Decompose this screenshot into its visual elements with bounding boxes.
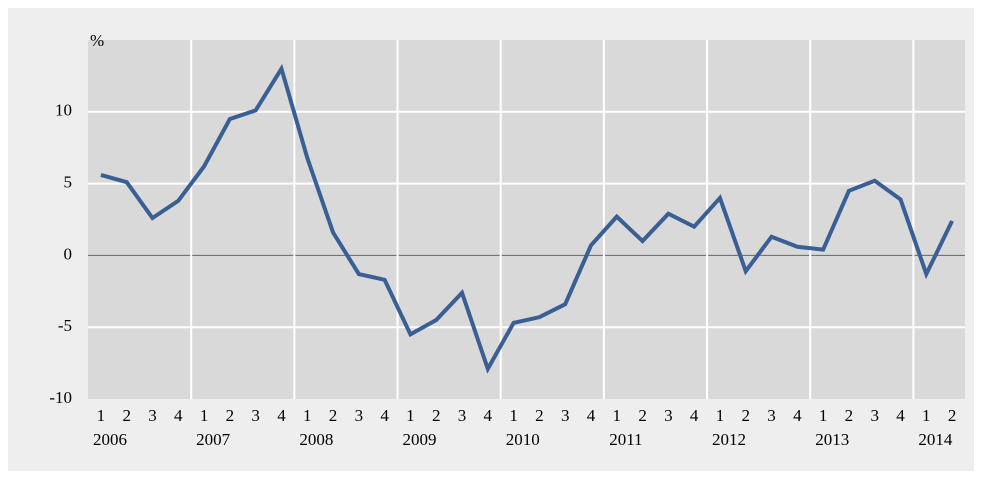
x-tick-label: 4 <box>896 406 905 425</box>
x-tick-label: 2 <box>742 406 751 425</box>
x-tick-label: 3 <box>767 406 776 425</box>
x-year-label: 2012 <box>712 430 746 449</box>
x-tick-label: 1 <box>509 406 518 425</box>
x-tick-label: 3 <box>251 406 260 425</box>
x-tick-label: 4 <box>587 406 596 425</box>
x-tick-label: 4 <box>380 406 389 425</box>
y-axis-label: % <box>90 31 104 50</box>
x-tick-label: 4 <box>277 406 286 425</box>
x-tick-label: 1 <box>613 406 622 425</box>
x-tick-label: 4 <box>793 406 802 425</box>
data-line <box>100 63 954 374</box>
x-tick-label: 3 <box>870 406 879 425</box>
x-year-label: 2009 <box>403 430 437 449</box>
x-tick-label: 1 <box>303 406 312 425</box>
x-tick-label: 4 <box>174 406 183 425</box>
plot-area <box>88 40 965 399</box>
x-tick-label: 2 <box>845 406 854 425</box>
y-tick-label: 0 <box>64 244 73 263</box>
x-tick-label: 3 <box>458 406 467 425</box>
x-tick-label: 2 <box>638 406 647 425</box>
x-tick-label: 1 <box>406 406 415 425</box>
x-tick-label: 1 <box>97 406 106 425</box>
x-tick-label: 2 <box>948 406 957 425</box>
x-year-label: 2006 <box>93 430 127 449</box>
y-tick-label: -10 <box>49 388 72 407</box>
x-tick-label: 3 <box>664 406 673 425</box>
y-tick-label: 10 <box>55 101 72 120</box>
y-tick-label: -5 <box>58 316 72 335</box>
x-year-label: 2008 <box>299 430 333 449</box>
x-tick-label: 1 <box>922 406 931 425</box>
x-tick-label: 3 <box>148 406 157 425</box>
x-tick-label: 1 <box>716 406 725 425</box>
x-tick-label: 1 <box>819 406 828 425</box>
x-year-label: 2014 <box>918 430 953 449</box>
x-tick-label: 2 <box>226 406 235 425</box>
x-tick-label: 2 <box>535 406 544 425</box>
y-tick-label: 5 <box>64 173 73 192</box>
x-tick-label: 3 <box>561 406 570 425</box>
x-tick-label: 4 <box>484 406 493 425</box>
x-tick-label: 2 <box>432 406 441 425</box>
x-tick-label: 2 <box>329 406 338 425</box>
x-tick-label: 4 <box>690 406 699 425</box>
x-year-label: 2011 <box>609 430 642 449</box>
x-year-label: 2010 <box>506 430 540 449</box>
x-tick-label: 2 <box>122 406 131 425</box>
x-tick-label: 3 <box>355 406 364 425</box>
x-tick-label: 1 <box>200 406 209 425</box>
x-year-label: 2013 <box>815 430 849 449</box>
x-year-label: 2007 <box>196 430 231 449</box>
